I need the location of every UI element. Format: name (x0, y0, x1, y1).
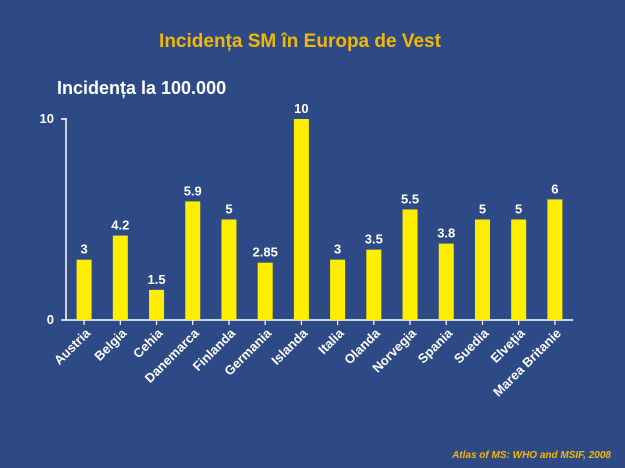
data-label: 1.5 (147, 272, 165, 287)
x-tick-label: Islanda (268, 325, 311, 368)
bar (149, 289, 165, 320)
data-label: 5.9 (184, 183, 202, 198)
x-tick-label: Suedia (451, 325, 492, 366)
bar (402, 209, 418, 320)
bar (474, 219, 490, 320)
data-label: 5 (479, 202, 486, 217)
data-label: 3.5 (365, 232, 383, 247)
chart-title: Incidența SM în Europa de Vest (159, 31, 442, 52)
data-label: 2.85 (253, 245, 278, 260)
data-label: 5 (225, 202, 232, 217)
data-label: 4.2 (111, 218, 129, 233)
bar (221, 219, 237, 320)
x-tick-label: Italia (315, 325, 347, 357)
data-label: 3 (80, 242, 87, 257)
bar (293, 119, 309, 320)
x-tick-label: Belgia (91, 325, 130, 364)
data-label: 3.8 (437, 226, 455, 241)
data-label: 3 (334, 242, 341, 257)
bar (547, 199, 563, 320)
y-tick-label: 0 (47, 312, 54, 327)
data-label: 10 (294, 101, 308, 116)
bar (330, 259, 346, 320)
x-tick-label: Austria (51, 325, 94, 368)
bar (257, 262, 273, 320)
bar (76, 259, 92, 320)
bar (112, 235, 128, 320)
data-label: 5 (515, 202, 522, 217)
y-axis-label: Incidența la 100.000 (57, 78, 226, 98)
plot-area: 0103Austria4.2Belgia1.5Cehia5.9Danemarca… (40, 101, 573, 399)
bar (511, 219, 527, 320)
bar (366, 249, 382, 320)
y-tick-label: 10 (40, 111, 54, 126)
bar (185, 201, 201, 320)
bar (438, 243, 454, 320)
data-label: 6 (551, 181, 558, 196)
data-label: 5.5 (401, 191, 419, 206)
source-note: Atlas of MS: WHO and MSIF, 2008 (451, 450, 611, 461)
x-tick-label: Spania (415, 325, 456, 366)
